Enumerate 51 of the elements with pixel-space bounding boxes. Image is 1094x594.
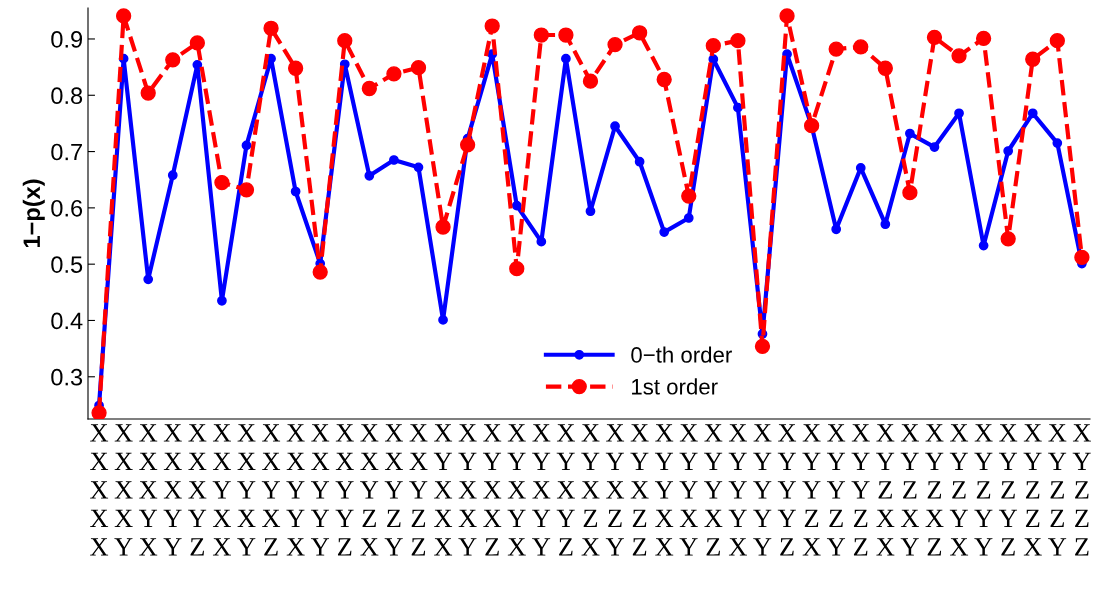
x-tick-label: XYZZZ [1072,424,1091,556]
x-tick-label: XYZXX [876,424,895,556]
x-tick-label: XYYYY [753,424,772,556]
legend-label: 1st order [632,378,718,395]
x-tick-label: XYXXY [458,424,477,556]
x-tick-label: XYZZX [1023,424,1042,556]
y-tick-label: 0.4 [51,312,83,330]
x-tick-label: XYXYZ [556,424,575,556]
legend-label: 0−th order [631,346,732,363]
x-tick-label: XYYXX [654,424,674,556]
x-tick-label: XYZXY [900,424,919,556]
y-tick-label: 0.8 [51,87,83,105]
x-tick-label: XYYYZ [777,424,797,556]
x-tick-label: XXXYY [163,424,182,556]
x-tick-label: XXXXY [114,424,133,556]
y-tick-label: 0.9 [51,31,83,48]
x-tick-label: XYXZY [605,424,625,556]
x-tick-label: XXYXX [212,424,231,556]
y-tick-label: 0.5 [51,256,83,273]
x-tick-label: XYXYY [532,424,551,556]
x-tick-label: XYYXZ [704,424,723,556]
y-tick-label: 0.3 [51,368,83,386]
x-tick-label: XYZYZ [998,424,1018,556]
x-tick-label: XXYXZ [261,424,281,556]
x-tick-label: XXYXY [237,424,256,556]
x-tick-label: XYYZX [802,424,821,556]
x-tick-label: XYXXZ [482,424,502,556]
x-tick-label: XXXYZ [188,424,207,556]
x-tick-label: XYXXX [433,424,453,556]
x-tick-label: XYYYX [728,424,747,556]
y-tick-label: 0.6 [51,199,83,217]
x-tick-label: XXYYX [286,424,305,556]
x-tick-label: XXYZX [360,424,379,556]
x-tick-label: XYZYY [974,424,993,556]
x-tick-label: XYXZX [581,424,600,556]
x-tick-label: XYXYX [507,424,526,556]
x-tick-label: XYZXZ [925,424,944,556]
x-tick-label: XYZZY [1048,424,1067,556]
x-tick-label: XYYZY [826,424,846,556]
y-axis-title: 1−p(x) [22,179,45,248]
x-tick-label: XXYYZ [335,424,354,556]
x-tick-label: XYXZZ [630,424,649,556]
x-tick-label: XXXXX [90,424,109,556]
y-tick-label: 0.7 [51,143,82,161]
x-tick-label: XXYZZ [409,424,428,556]
x-tick-label: XXYYY [310,424,330,556]
x-tick-label: XYYXY [679,424,698,556]
x-tick-label: XYYZZ [851,424,870,556]
x-tick-label: XYZYX [949,424,969,556]
x-tick-label: XXYZY [384,424,403,556]
x-tick-label: XXXYX [138,424,158,556]
